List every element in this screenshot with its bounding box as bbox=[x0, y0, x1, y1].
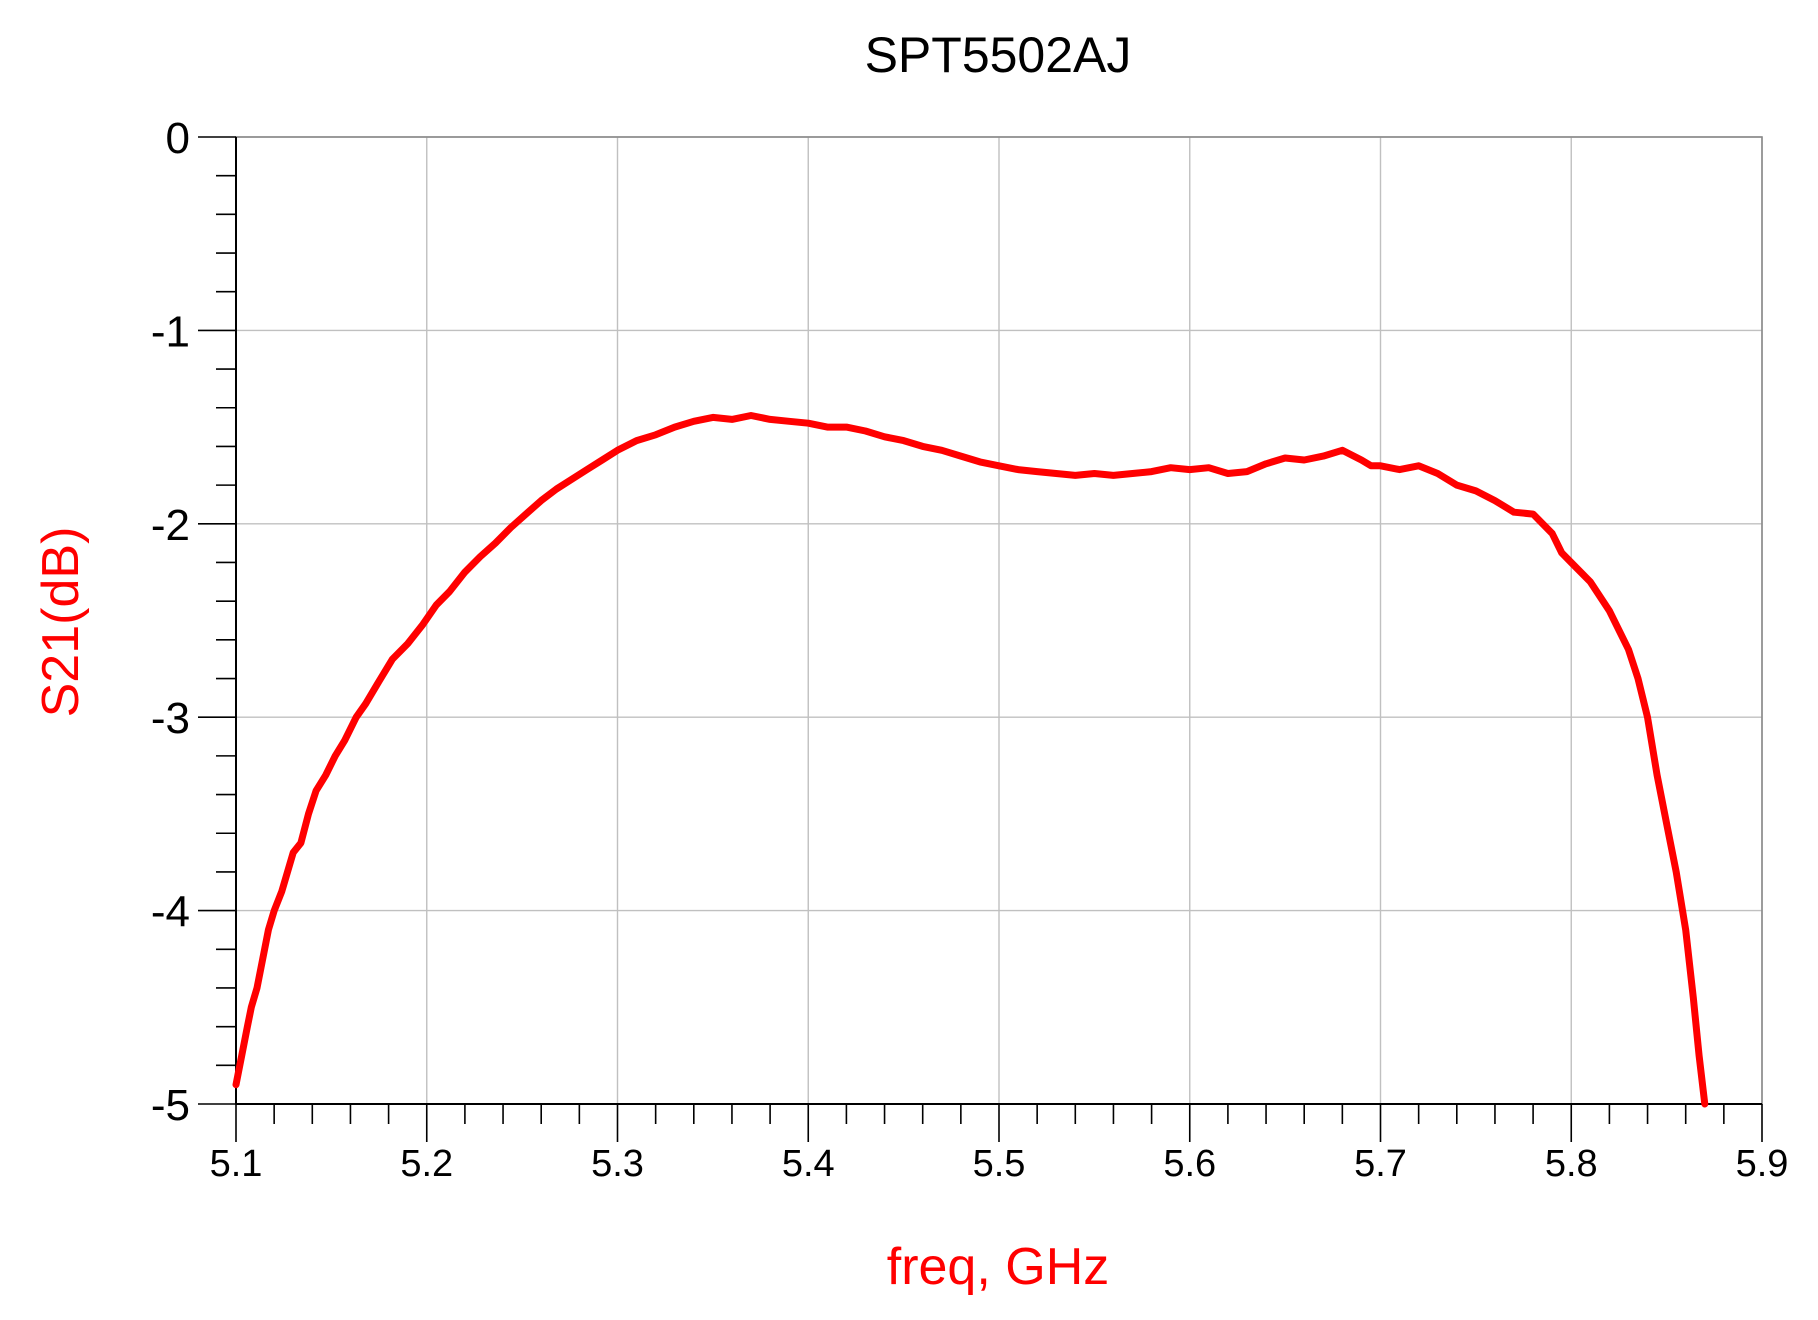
y-axis-label: S21(dB) bbox=[32, 527, 90, 718]
x-tick-label: 5.7 bbox=[1354, 1143, 1407, 1185]
y-tick-label: -3 bbox=[151, 694, 190, 743]
series-layer bbox=[232, 412, 1709, 1108]
y-tick-label: 0 bbox=[166, 114, 190, 163]
s21-series-line bbox=[232, 412, 1709, 1108]
tick-labels: 5.1 5.2 5.3 5.4 5.5 5.6 5.7 5.8 5.9 0 -1 -2 -3 -4 -5 bbox=[151, 114, 1789, 1185]
x-tick-label: 5.9 bbox=[1736, 1143, 1789, 1185]
axes bbox=[198, 136, 1763, 1142]
y-tick-label: -4 bbox=[151, 888, 190, 937]
x-tick-label: 5.4 bbox=[782, 1143, 835, 1185]
x-tick-label: 5.2 bbox=[400, 1143, 453, 1185]
y-tick-label: -1 bbox=[151, 307, 190, 356]
grid bbox=[235, 136, 1763, 1105]
x-tick-label: 5.5 bbox=[973, 1143, 1026, 1185]
x-axis-label: freq, GHz bbox=[887, 1238, 1110, 1296]
x-tick-label: 5.3 bbox=[591, 1143, 644, 1185]
x-tick-label: 5.6 bbox=[1163, 1143, 1216, 1185]
x-tick-label: 5.8 bbox=[1545, 1143, 1598, 1185]
y-tick-label: -2 bbox=[151, 501, 190, 550]
x-tick-label: 5.1 bbox=[210, 1143, 263, 1185]
y-tick-label: -5 bbox=[151, 1081, 190, 1130]
chart-title: SPT5502AJ bbox=[865, 27, 1132, 83]
